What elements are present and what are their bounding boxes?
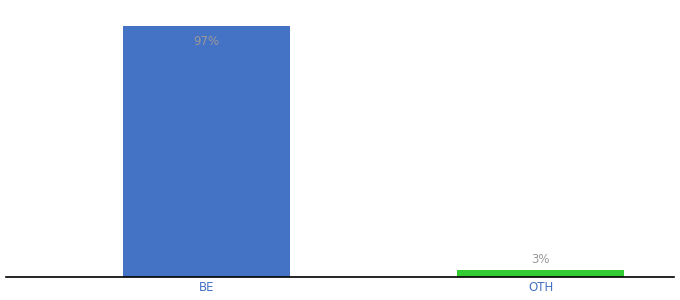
Bar <box>122 26 290 277</box>
Bar <box>457 269 624 277</box>
Text: 3%: 3% <box>531 253 550 266</box>
Text: 97%: 97% <box>193 35 219 48</box>
